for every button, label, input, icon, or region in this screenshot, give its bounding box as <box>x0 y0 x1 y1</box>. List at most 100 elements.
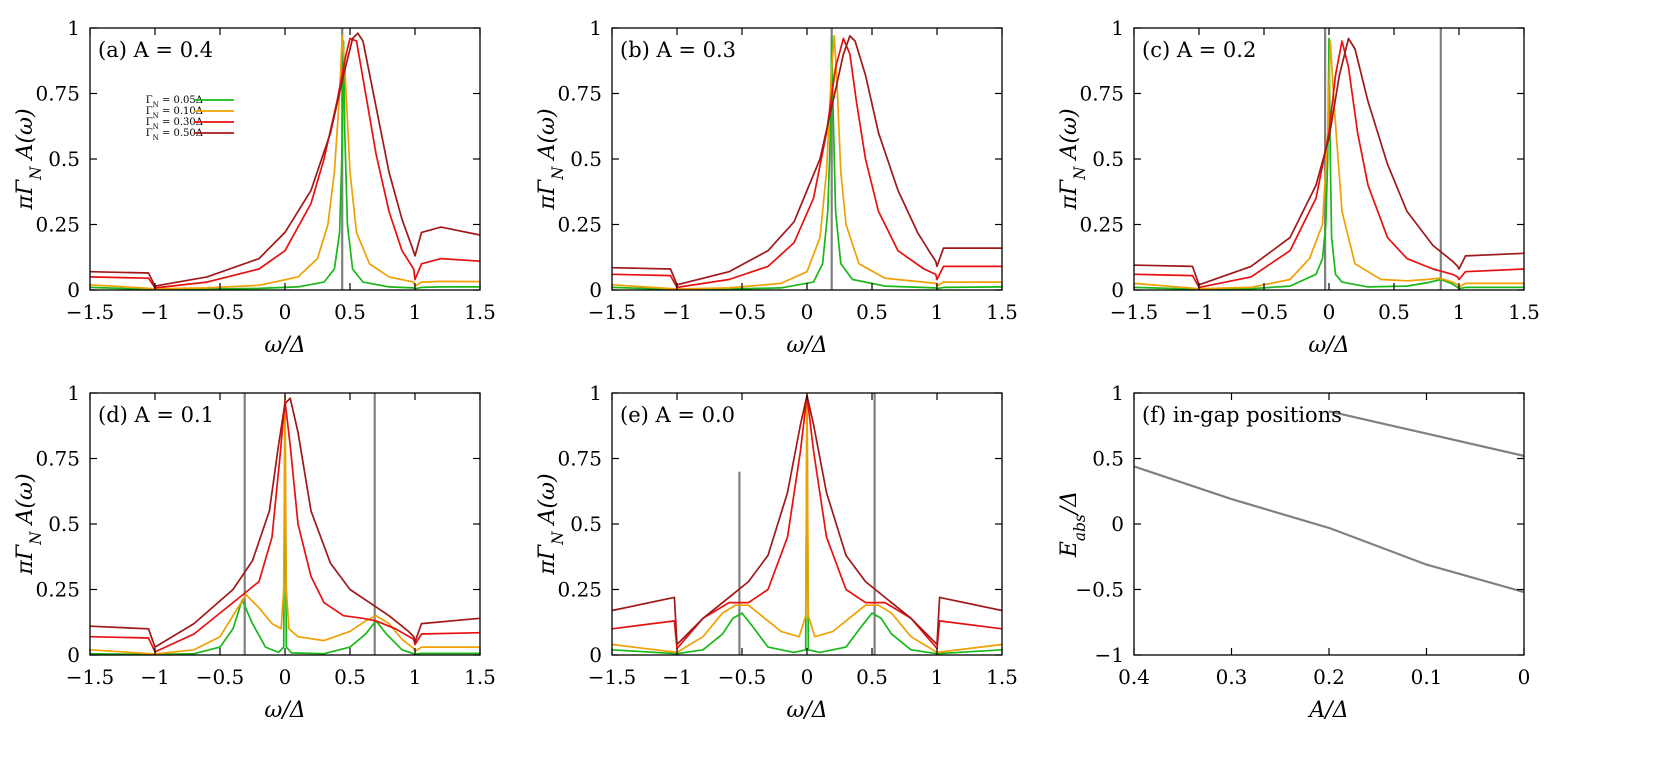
panel-a: −1.5 −1 −0.5 0 0.5 1 1.5 0 0.25 0.5 0.75 1 ω/Δ πΓN A(… <box>13 16 496 358</box>
y-axis-label: πΓN A(ω) <box>13 108 45 210</box>
y-tick-label: 1 <box>589 16 602 40</box>
series-line-1 <box>90 394 480 655</box>
series-line-3 <box>90 397 480 648</box>
x-axis-label: ω/Δ <box>264 333 305 358</box>
y-tick-label: 0.5 <box>570 147 602 171</box>
series-line-0 <box>1134 37 1524 290</box>
y-tick-label: 0 <box>589 643 602 667</box>
x-tick-label: −1.5 <box>66 300 115 324</box>
y-tick-label: 0.25 <box>35 213 80 237</box>
y-tick-label: 0.25 <box>557 578 602 602</box>
y-tick-label: −0.5 <box>1075 578 1124 602</box>
x-tick-label: 0 <box>801 300 814 324</box>
series-line-2 <box>1134 40 1524 289</box>
x-tick-label: 0.4 <box>1118 665 1150 689</box>
x-tick-label: 0.5 <box>334 665 366 689</box>
panel-c: −1.5 −1 −0.5 0 0.5 1 1.5 0 0.25 0.5 0.75 1 ω/Δ πΓN A(… <box>1057 16 1540 358</box>
y-tick-label: 0 <box>67 278 80 302</box>
x-tick-label: 1 <box>931 665 944 689</box>
x-tick-label: 0 <box>279 665 292 689</box>
y-tick-label: 1 <box>589 381 602 405</box>
series-line-2 <box>90 37 480 289</box>
x-tick-label: 1 <box>409 300 422 324</box>
y-axis-label: πΓN A(ω) <box>535 108 567 210</box>
series-line-upper <box>1328 410 1524 457</box>
panel-e: −1.5 −1 −0.5 0 0.5 1 1.5 0 0.25 0.5 0.75 1 ω/Δ πΓN A(… <box>535 381 1018 723</box>
panel-d: −1.5 −1 −0.5 0 0.5 1 1.5 0 0.25 0.5 0.75 1 ω/Δ πΓN A(… <box>13 381 496 723</box>
x-tick-label: 1.5 <box>986 300 1018 324</box>
series-line-1 <box>612 394 1002 654</box>
y-tick-label: 0.5 <box>570 512 602 536</box>
plot-frame <box>611 27 1003 291</box>
y-tick-label: 0.75 <box>1079 82 1124 106</box>
legend-label: ΓN = 0.30Δ <box>146 117 203 131</box>
x-tick-label: 0.3 <box>1216 665 1248 689</box>
x-tick-label: 0.5 <box>334 300 366 324</box>
x-tick-label: 1.5 <box>1508 300 1540 324</box>
x-tick-label: 1.5 <box>986 665 1018 689</box>
x-tick-label: 0 <box>801 665 814 689</box>
y-tick-label: 0.5 <box>48 147 80 171</box>
y-tick-label: 1 <box>67 16 80 40</box>
y-tick-label: 0.5 <box>48 512 80 536</box>
x-tick-label: 0.1 <box>1411 665 1443 689</box>
x-tick-label: 1 <box>409 665 422 689</box>
panel-f: 0.4 0.3 0.2 0.1 0 −1 −0.5 0 0.5 1 A/Δ Eabs/Δ (f) in-… <box>1057 381 1530 723</box>
y-tick-label: 0.25 <box>557 213 602 237</box>
y-tick-label: 0.25 <box>35 578 80 602</box>
y-tick-label: 0 <box>1111 278 1124 302</box>
x-tick-label: 0 <box>1518 665 1531 689</box>
y-axis-label: Eabs/Δ <box>1057 491 1089 558</box>
series-line-1 <box>612 35 1002 290</box>
x-tick-label: 1.5 <box>464 300 496 324</box>
legend-label: ΓN = 0.05Δ <box>146 95 203 109</box>
y-axis-label: πΓN A(ω) <box>1057 108 1089 210</box>
series-line-3 <box>1134 37 1524 286</box>
x-tick-label: 1 <box>1453 300 1466 324</box>
y-tick-label: 1 <box>67 381 80 405</box>
y-tick-label: 0.75 <box>35 447 80 471</box>
x-tick-label: −1 <box>140 300 169 324</box>
x-axis-label: ω/Δ <box>786 698 827 723</box>
panel-b: −1.5 −1 −0.5 0 0.5 1 1.5 0 0.25 0.5 0.75 1 ω/Δ πΓN A(… <box>535 16 1018 358</box>
x-tick-label: 0.5 <box>1378 300 1410 324</box>
x-axis-label: ω/Δ <box>264 698 305 723</box>
x-tick-label: 0 <box>1323 300 1336 324</box>
y-tick-label: 0 <box>67 643 80 667</box>
panel-label: (b) A = 0.3 <box>620 38 736 62</box>
x-tick-label: −1 <box>662 300 691 324</box>
x-tick-label: −0.5 <box>718 665 767 689</box>
y-tick-label: 1 <box>1111 16 1124 40</box>
plot-frame <box>1133 392 1525 656</box>
x-tick-label: −0.5 <box>196 665 245 689</box>
x-tick-label: −1.5 <box>1110 300 1159 324</box>
y-tick-label: 0.5 <box>1092 147 1124 171</box>
x-axis-label: ω/Δ <box>1308 333 1349 358</box>
panel-label: (c) A = 0.2 <box>1142 38 1256 62</box>
x-tick-label: −0.5 <box>718 300 767 324</box>
y-tick-label: 0.75 <box>35 82 80 106</box>
y-axis-label: πΓN A(ω) <box>13 473 45 575</box>
x-tick-label: 0.5 <box>856 300 888 324</box>
y-tick-label: 0.5 <box>1092 447 1124 471</box>
x-axis-label: A/Δ <box>1307 698 1348 723</box>
series-line-1 <box>1134 40 1524 290</box>
x-tick-label: −1 <box>1184 300 1213 324</box>
x-tick-label: −1.5 <box>588 665 637 689</box>
y-tick-label: 0.75 <box>557 447 602 471</box>
y-tick-label: 0 <box>1111 512 1124 536</box>
panel-label: (d) A = 0.1 <box>98 403 214 427</box>
x-tick-label: 0.5 <box>856 665 888 689</box>
x-tick-label: −1.5 <box>66 665 115 689</box>
x-tick-label: 0.2 <box>1313 665 1345 689</box>
panel-label: (e) A = 0.0 <box>620 403 735 427</box>
series-line-0 <box>90 400 480 655</box>
y-tick-label: 0 <box>589 278 602 302</box>
legend-label: ΓN = 0.10Δ <box>146 106 203 120</box>
x-tick-label: −1 <box>140 665 169 689</box>
x-tick-label: −1.5 <box>588 300 637 324</box>
series-line-3 <box>90 32 480 287</box>
y-tick-label: −1 <box>1095 643 1124 667</box>
